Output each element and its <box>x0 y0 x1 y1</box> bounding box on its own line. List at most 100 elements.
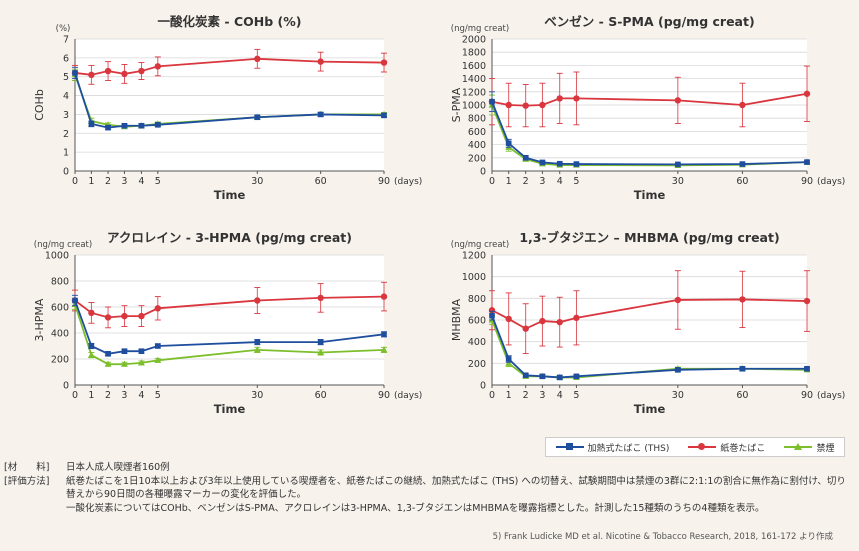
data-point <box>739 296 746 303</box>
y-tick-label: 3 <box>63 110 69 121</box>
legend-item-ths: 加熱式たばこ (THS) <box>555 441 670 454</box>
x-tick-label: 30 <box>251 176 263 187</box>
y-axis-label: MHBMA <box>450 298 463 341</box>
data-point <box>573 95 580 102</box>
x-tick-label: 90 <box>801 176 813 187</box>
unit-label: (ng/mg creat) <box>34 240 92 250</box>
data-point <box>317 111 324 118</box>
note-material-key: [材 料] <box>4 462 50 473</box>
x-tick-label: 3 <box>121 176 127 187</box>
data-point <box>556 374 563 381</box>
legend-label-ths: 加熱式たばこ (THS) <box>587 443 670 454</box>
y-tick-label: 800 <box>51 277 69 288</box>
y-tick-label: 600 <box>468 316 486 327</box>
note-material-value: 日本人成人喫煙者160例 <box>66 462 170 473</box>
chart-title: ベンゼン - S-PMA (pg/mg creat) <box>544 14 754 29</box>
x-unit-label: (days) <box>817 391 845 401</box>
data-point <box>121 348 128 354</box>
data-point <box>138 67 145 75</box>
y-tick-label: 0 <box>63 381 69 392</box>
data-point <box>138 312 145 320</box>
y-tick-label: 400 <box>468 140 486 151</box>
x-axis-label: Time <box>214 402 246 416</box>
x-tick-label: 3 <box>539 390 545 401</box>
y-tick-label: 5 <box>63 72 69 83</box>
note-method-detail: 一酸化炭素についてはCOHb、ベンゼンはS-PMA、アクロレインは3-HPMA、… <box>66 502 765 514</box>
note-material: [材 料] 日本人成人喫煙者160例 <box>4 461 854 475</box>
series-cig <box>488 65 811 128</box>
y-tick-label: 1800 <box>462 48 486 59</box>
data-point <box>539 101 546 109</box>
series-cig <box>488 270 811 355</box>
plot-background <box>75 39 384 171</box>
x-tick-label: 5 <box>573 390 579 401</box>
y-tick-label: 0 <box>480 381 486 392</box>
data-point <box>505 315 512 323</box>
unit-label: (%) <box>56 24 71 34</box>
data-point <box>522 102 529 109</box>
note-method: [評価方法] 紙巻たばこを1日10本以上および3年以上使用している喫煙者を、紙巻… <box>4 475 854 502</box>
x-tick-label: 90 <box>378 390 390 401</box>
legend: 加熱式たばこ (THS) 紙巻たばこ 禁煙 <box>545 437 845 457</box>
y-tick-label: 200 <box>468 359 486 370</box>
chart-title: アクロレイン - 3-HPMA (pg/mg creat) <box>107 230 352 245</box>
data-point <box>674 296 682 304</box>
x-tick-label: 60 <box>315 390 327 401</box>
x-unit-label: (days) <box>817 177 845 187</box>
data-point <box>88 71 95 79</box>
x-tick-label: 5 <box>573 176 579 187</box>
x-tick-label: 4 <box>557 176 563 187</box>
data-point <box>104 360 112 367</box>
y-tick-label: 6 <box>63 53 69 64</box>
y-tick-label: 600 <box>51 303 69 314</box>
data-point <box>573 314 580 322</box>
data-point <box>539 159 546 166</box>
data-point <box>254 114 261 121</box>
data-point <box>104 67 112 75</box>
data-point <box>539 317 546 325</box>
x-tick-label: 5 <box>155 176 161 187</box>
data-point <box>488 307 496 314</box>
y-tick-label: 4 <box>63 91 69 102</box>
data-point <box>556 160 563 167</box>
data-point <box>556 95 563 102</box>
x-axis-label: Time <box>634 402 666 416</box>
data-point <box>804 365 810 372</box>
x-tick-label: 90 <box>801 390 813 401</box>
plot-background <box>75 255 384 385</box>
data-point <box>88 343 95 349</box>
data-point <box>154 63 162 70</box>
unit-label: (ng/mg creat) <box>451 240 509 250</box>
data-point <box>104 314 112 321</box>
y-axis-label: COHb <box>33 89 46 121</box>
legend-item-cigarette: 紙巻たばこ <box>688 441 765 454</box>
series-ths <box>489 91 810 168</box>
notes: [材 料] 日本人成人喫煙者160例 [評価方法] 紙巻たばこを1日10本以上お… <box>4 461 854 515</box>
x-tick-label: 2 <box>523 390 529 401</box>
data-point <box>88 121 95 127</box>
data-point <box>675 367 681 373</box>
data-point <box>105 124 111 131</box>
chart-title: 1,3-ブタジエン – MHBMA (pg/mg creat) <box>519 230 779 245</box>
data-point <box>155 122 161 128</box>
unit-label: (ng/mg creat) <box>451 24 509 34</box>
legend-line-quit <box>784 443 813 450</box>
y-tick-label: 600 <box>468 127 486 138</box>
x-tick-label: 60 <box>736 390 748 401</box>
data-point <box>154 305 162 312</box>
triangle-marker-icon <box>794 443 803 450</box>
y-tick-label: 2000 <box>462 35 486 46</box>
data-point <box>573 373 580 380</box>
data-point <box>804 159 810 165</box>
x-tick-label: 3 <box>121 390 127 401</box>
x-tick-label: 5 <box>155 390 161 401</box>
x-tick-label: 2 <box>523 176 529 187</box>
x-tick-label: 90 <box>378 176 390 187</box>
data-point <box>380 59 388 66</box>
y-tick-label: 1000 <box>462 272 486 283</box>
y-tick-label: 0 <box>480 167 486 178</box>
